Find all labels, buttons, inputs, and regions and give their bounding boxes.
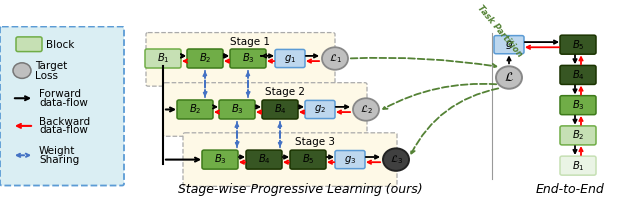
Text: Target: Target [35,61,67,71]
FancyBboxPatch shape [290,150,326,169]
Text: End-to-End: End-to-End [536,183,604,196]
Text: Task Partition: Task Partition [475,3,524,59]
Text: Stage 1: Stage 1 [230,37,271,47]
FancyBboxPatch shape [560,96,596,115]
Text: $\mathcal{L}_3$: $\mathcal{L}_3$ [390,153,403,166]
FancyBboxPatch shape [202,150,238,169]
Text: $B_4$: $B_4$ [257,153,271,166]
FancyBboxPatch shape [183,133,397,186]
Text: Weight: Weight [39,146,76,156]
Text: Sharing: Sharing [39,155,79,165]
Text: $B_1$: $B_1$ [157,52,170,65]
Text: $B_2$: $B_2$ [189,103,201,116]
FancyBboxPatch shape [560,65,596,85]
FancyBboxPatch shape [494,36,524,54]
Circle shape [353,98,379,121]
FancyBboxPatch shape [275,49,305,68]
FancyBboxPatch shape [187,49,223,68]
Text: $B_5$: $B_5$ [572,38,584,52]
Text: data-flow: data-flow [39,98,88,108]
FancyBboxPatch shape [560,35,596,54]
Text: $\mathcal{L}_2$: $\mathcal{L}_2$ [360,103,372,116]
FancyBboxPatch shape [146,33,335,86]
Text: Stage-wise Progressive Learning (ours): Stage-wise Progressive Learning (ours) [178,183,422,196]
FancyBboxPatch shape [305,100,335,119]
Text: Stage 3: Stage 3 [295,137,335,147]
FancyBboxPatch shape [16,37,42,52]
Text: $B_2$: $B_2$ [199,52,211,65]
Text: $B_4$: $B_4$ [273,103,287,116]
Text: Stage 2: Stage 2 [265,87,305,97]
Text: $B_3$: $B_3$ [230,103,243,116]
Text: $B_2$: $B_2$ [572,128,584,142]
FancyBboxPatch shape [262,100,298,119]
Text: $B_1$: $B_1$ [572,159,584,173]
FancyBboxPatch shape [335,151,365,169]
FancyBboxPatch shape [246,150,282,169]
Text: data-flow: data-flow [39,125,88,135]
Circle shape [322,47,348,70]
Text: $g_2$: $g_2$ [314,103,326,115]
Text: $B_4$: $B_4$ [572,68,584,82]
Text: $\mathcal{L}_1$: $\mathcal{L}_1$ [328,52,341,65]
Text: $B_3$: $B_3$ [572,98,584,112]
Text: $g_3$: $g_3$ [344,154,356,166]
Text: $B_3$: $B_3$ [242,52,254,65]
Circle shape [13,63,31,78]
Text: $g$: $g$ [505,39,513,51]
Text: Backward: Backward [39,117,90,127]
FancyBboxPatch shape [163,83,367,136]
Text: $g_1$: $g_1$ [284,53,296,64]
Text: Block: Block [46,40,74,50]
FancyBboxPatch shape [145,49,181,68]
Text: $B_5$: $B_5$ [301,153,314,166]
FancyBboxPatch shape [0,27,124,186]
Text: Forward: Forward [39,89,81,99]
Circle shape [496,66,522,89]
FancyBboxPatch shape [177,100,213,119]
FancyBboxPatch shape [560,156,596,175]
Text: Loss: Loss [35,71,58,81]
FancyBboxPatch shape [230,49,266,68]
Text: $B_3$: $B_3$ [214,153,227,166]
Circle shape [383,148,409,171]
FancyBboxPatch shape [219,100,255,119]
Text: $\mathcal{L}$: $\mathcal{L}$ [504,71,514,84]
FancyBboxPatch shape [560,126,596,145]
